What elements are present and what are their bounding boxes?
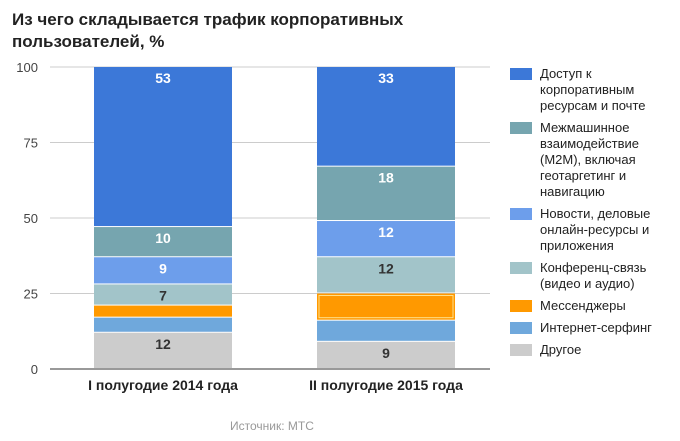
- legend-swatch: [510, 122, 532, 134]
- legend-item: Конференц-связь (видео и аудио): [510, 260, 680, 292]
- y-tick-label: 0: [31, 362, 38, 377]
- bar-segment: [94, 332, 232, 368]
- data-label: 12: [155, 336, 171, 352]
- chart-title: Из чего складывается трафик корпоративны…: [12, 10, 404, 51]
- data-label: 12: [378, 260, 394, 276]
- legend-item: Новости, деловые онлайн-ресурсы и прилож…: [510, 206, 680, 254]
- bar-segment: [94, 284, 232, 305]
- legend-label: Межмашинное взаимодействие (M2M), включа…: [540, 120, 640, 199]
- legend-swatch: [510, 344, 532, 356]
- data-label: 10: [155, 230, 171, 246]
- bar-segment: [317, 67, 455, 166]
- legend-swatch: [510, 300, 532, 312]
- segment-highlight: [318, 295, 454, 319]
- bar-segment: [317, 341, 455, 368]
- legend-label: Доступ к корпоративным ресурсам и почте: [540, 66, 646, 113]
- data-label: 12: [378, 224, 394, 240]
- data-label: 9: [382, 345, 390, 361]
- legend-item: Интернет-серфинг: [510, 320, 680, 336]
- bar-segment: [94, 317, 232, 332]
- legend-item: Межмашинное взаимодействие (M2M), включа…: [510, 120, 680, 200]
- legend-swatch: [510, 262, 532, 274]
- data-label: 9: [159, 260, 167, 276]
- legend-label: Новости, деловые онлайн-ресурсы и прилож…: [540, 206, 651, 253]
- legend-swatch: [510, 322, 532, 334]
- bar-segment: [94, 305, 232, 317]
- bar-segment: [317, 257, 455, 293]
- legend-swatch: [510, 68, 532, 80]
- y-tick-label: 75: [24, 136, 38, 151]
- legend-label: Интернет-серфинг: [540, 320, 652, 335]
- bar-segment: [94, 67, 232, 227]
- bar-segment: [317, 166, 455, 221]
- y-tick-label: 25: [24, 287, 38, 302]
- bar-segment: [94, 257, 232, 284]
- x-tick-label: I полугодие 2014 года: [88, 377, 238, 393]
- bar-segment: [317, 293, 455, 320]
- data-label: 7: [159, 287, 167, 303]
- bar-segment: [94, 227, 232, 257]
- legend: Доступ к корпоративным ресурсам и почте М…: [510, 66, 680, 364]
- x-tick-label: II полугодие 2015 года: [309, 377, 463, 393]
- y-tick-label: 50: [24, 211, 38, 226]
- y-tick-label: 100: [16, 60, 38, 75]
- bar-segment: [317, 320, 455, 341]
- legend-label: Другое: [540, 342, 582, 357]
- legend-item: Мессенджеры: [510, 298, 680, 314]
- source-note: Источник: МТС: [230, 419, 314, 433]
- data-label: 33: [378, 70, 394, 86]
- bar-segment: [317, 221, 455, 257]
- data-label: 53: [155, 70, 171, 86]
- legend-item: Доступ к корпоративным ресурсам и почте: [510, 66, 680, 114]
- legend-label: Конференц-связь (видео и аудио): [540, 260, 647, 291]
- legend-swatch: [510, 208, 532, 220]
- data-label: 18: [378, 170, 394, 186]
- legend-label: Мессенджеры: [540, 298, 626, 313]
- legend-item: Другое: [510, 342, 680, 358]
